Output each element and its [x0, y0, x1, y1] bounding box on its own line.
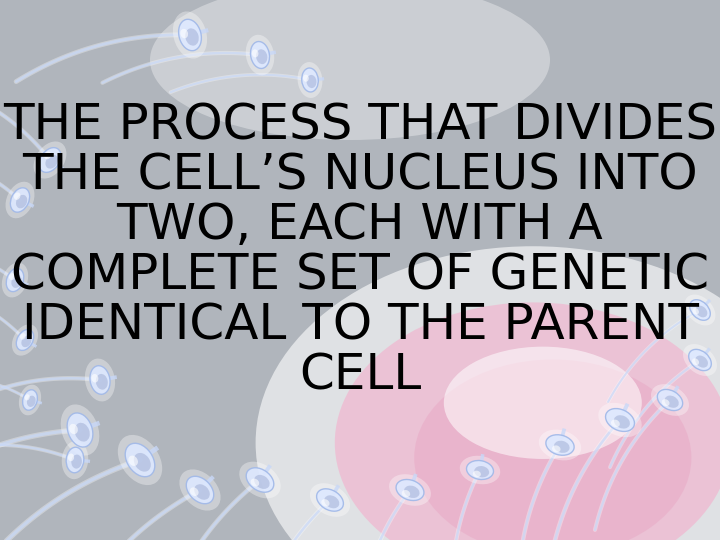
Ellipse shape [611, 420, 620, 427]
Ellipse shape [302, 68, 318, 92]
Ellipse shape [85, 359, 115, 401]
Ellipse shape [6, 268, 24, 292]
Ellipse shape [297, 62, 323, 98]
Ellipse shape [44, 152, 51, 159]
Ellipse shape [12, 275, 22, 288]
Ellipse shape [185, 28, 199, 46]
Ellipse shape [150, 0, 550, 140]
Ellipse shape [690, 300, 711, 320]
Ellipse shape [317, 489, 343, 511]
Ellipse shape [696, 355, 708, 368]
Ellipse shape [91, 374, 99, 382]
Ellipse shape [125, 443, 155, 477]
Ellipse shape [186, 476, 214, 504]
Text: THE PROCESS THAT DIVIDES: THE PROCESS THAT DIVIDES [3, 101, 717, 149]
Ellipse shape [665, 396, 679, 408]
Ellipse shape [474, 466, 489, 477]
Ellipse shape [552, 446, 561, 453]
Ellipse shape [69, 424, 78, 434]
Ellipse shape [67, 413, 93, 447]
Ellipse shape [246, 468, 274, 492]
Ellipse shape [9, 273, 15, 280]
Ellipse shape [190, 487, 199, 496]
Ellipse shape [651, 384, 689, 416]
Ellipse shape [75, 423, 90, 442]
Ellipse shape [45, 155, 58, 168]
Ellipse shape [256, 246, 720, 540]
Ellipse shape [310, 483, 350, 517]
Ellipse shape [473, 471, 481, 477]
Ellipse shape [180, 29, 188, 38]
Ellipse shape [173, 11, 207, 58]
Ellipse shape [689, 349, 711, 370]
Ellipse shape [22, 390, 37, 410]
Ellipse shape [14, 192, 20, 200]
Ellipse shape [696, 306, 707, 318]
Ellipse shape [20, 333, 26, 340]
Ellipse shape [539, 430, 581, 461]
Ellipse shape [6, 182, 35, 218]
Ellipse shape [307, 75, 317, 88]
Ellipse shape [460, 456, 500, 484]
Ellipse shape [657, 389, 683, 410]
Ellipse shape [683, 344, 717, 376]
Ellipse shape [662, 399, 670, 406]
Ellipse shape [546, 435, 574, 455]
Text: COMPLETE SET OF GENETIC: COMPLETE SET OF GENETIC [11, 251, 709, 299]
Ellipse shape [692, 359, 699, 365]
Ellipse shape [389, 474, 431, 506]
Ellipse shape [179, 469, 220, 511]
Ellipse shape [60, 404, 99, 456]
Ellipse shape [685, 294, 716, 326]
Ellipse shape [252, 49, 258, 57]
Text: IDENTICAL TO THE PARENT: IDENTICAL TO THE PARENT [22, 301, 698, 349]
Ellipse shape [16, 195, 27, 208]
Ellipse shape [396, 480, 424, 501]
Ellipse shape [402, 490, 410, 497]
Ellipse shape [598, 403, 642, 437]
Ellipse shape [554, 441, 570, 453]
Ellipse shape [254, 475, 269, 489]
Ellipse shape [414, 360, 691, 540]
Ellipse shape [96, 374, 108, 390]
Ellipse shape [66, 447, 84, 473]
Ellipse shape [324, 495, 339, 508]
Ellipse shape [12, 325, 38, 356]
Ellipse shape [246, 35, 274, 75]
Ellipse shape [239, 462, 281, 498]
Text: TWO, EACH WITH A: TWO, EACH WITH A [117, 201, 603, 249]
Ellipse shape [2, 262, 28, 298]
Ellipse shape [606, 409, 634, 431]
Text: THE CELL’S NUCLEUS INTO: THE CELL’S NUCLEUS INTO [22, 151, 698, 199]
Ellipse shape [118, 435, 162, 485]
Ellipse shape [467, 461, 493, 480]
Ellipse shape [194, 484, 210, 500]
Ellipse shape [19, 384, 41, 415]
Ellipse shape [404, 485, 420, 498]
Ellipse shape [335, 302, 720, 540]
Ellipse shape [256, 49, 267, 64]
Ellipse shape [321, 499, 330, 507]
Ellipse shape [693, 308, 699, 314]
Ellipse shape [444, 347, 642, 459]
Ellipse shape [39, 147, 61, 172]
Ellipse shape [179, 19, 202, 51]
Ellipse shape [251, 42, 269, 69]
Ellipse shape [24, 394, 30, 400]
Ellipse shape [34, 141, 66, 179]
Ellipse shape [128, 456, 138, 466]
Ellipse shape [303, 75, 309, 82]
Ellipse shape [17, 329, 34, 350]
Ellipse shape [27, 396, 36, 407]
Text: CELL: CELL [299, 351, 421, 399]
Ellipse shape [22, 335, 32, 347]
Ellipse shape [251, 478, 259, 487]
Ellipse shape [614, 415, 630, 429]
Ellipse shape [68, 454, 74, 461]
Ellipse shape [90, 366, 110, 394]
Ellipse shape [71, 455, 82, 469]
Ellipse shape [10, 188, 30, 212]
Ellipse shape [62, 441, 89, 479]
Ellipse shape [134, 453, 150, 471]
